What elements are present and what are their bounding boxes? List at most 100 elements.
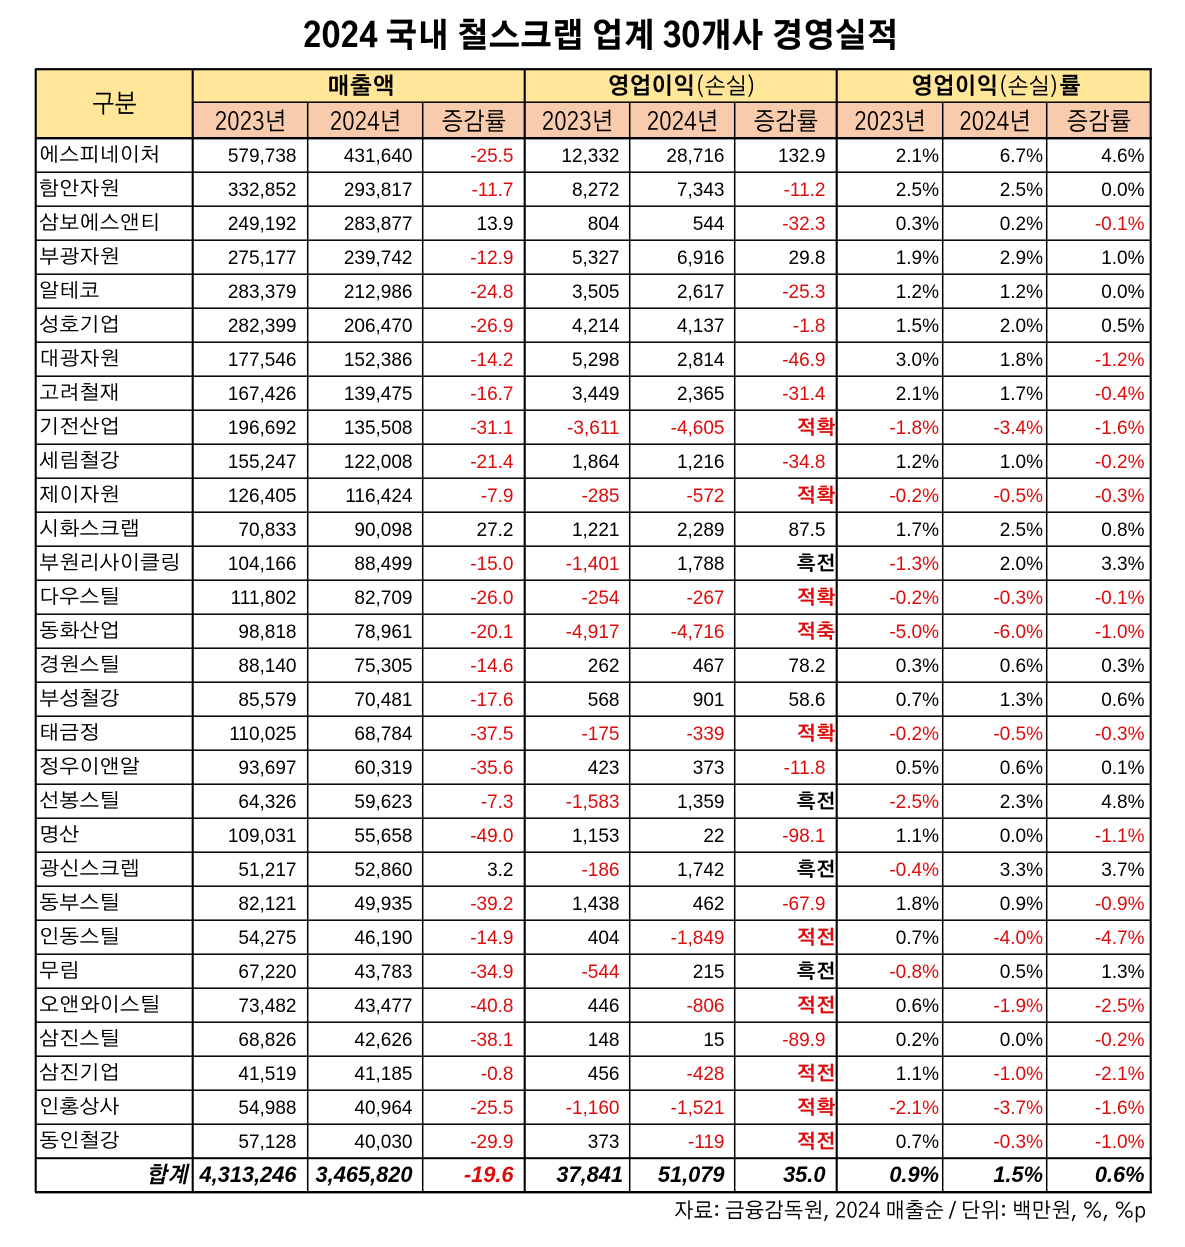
svg-text:0.0%: 0.0%	[1101, 180, 1144, 201]
svg-text:283,877: 283,877	[344, 214, 413, 235]
svg-text:-15.0: -15.0	[470, 554, 513, 575]
svg-text:-46.9: -46.9	[782, 350, 825, 371]
svg-text:1,438: 1,438	[572, 894, 620, 915]
svg-text:8,272: 8,272	[572, 180, 620, 201]
svg-text:73,482: 73,482	[238, 996, 296, 1017]
svg-text:104,166: 104,166	[228, 554, 297, 575]
svg-text:-35.6: -35.6	[470, 758, 513, 779]
svg-text:37,841: 37,841	[556, 1162, 623, 1187]
svg-text:87.5: 87.5	[789, 520, 826, 541]
svg-text:-4,605: -4,605	[671, 418, 725, 439]
svg-text:-16.7: -16.7	[470, 384, 513, 405]
svg-text:212,986: 212,986	[344, 282, 413, 303]
svg-text:1,788: 1,788	[677, 554, 725, 575]
svg-text:-12.9: -12.9	[470, 248, 513, 269]
svg-text:-1.0%: -1.0%	[993, 1064, 1043, 1085]
svg-text:-3,611: -3,611	[567, 418, 619, 439]
svg-text:55,658: 55,658	[354, 826, 412, 847]
svg-text:-1.8%: -1.8%	[889, 418, 939, 439]
svg-text:110,025: 110,025	[229, 724, 296, 745]
svg-text:7,343: 7,343	[677, 180, 725, 201]
svg-text:568: 568	[588, 690, 620, 711]
svg-text:-0.5%: -0.5%	[993, 724, 1043, 745]
svg-text:-1.0%: -1.0%	[1095, 622, 1145, 643]
svg-text:2,814: 2,814	[677, 350, 725, 371]
svg-text:116,424: 116,424	[345, 486, 413, 507]
svg-text:-0.2%: -0.2%	[889, 486, 939, 507]
svg-text:-25.5: -25.5	[470, 146, 513, 167]
svg-text:3,465,820: 3,465,820	[316, 1162, 413, 1187]
svg-text:57,128: 57,128	[238, 1132, 296, 1153]
svg-text:148: 148	[588, 1030, 620, 1051]
svg-text:6,916: 6,916	[677, 248, 725, 269]
svg-text:5,298: 5,298	[572, 350, 620, 371]
svg-text:446: 446	[588, 996, 620, 1017]
svg-text:-254: -254	[581, 588, 619, 609]
svg-text:0.6%: 0.6%	[1095, 1162, 1145, 1187]
svg-text:1.2%: 1.2%	[896, 452, 939, 473]
svg-text:0.8%: 0.8%	[1101, 520, 1144, 541]
svg-text:1.3%: 1.3%	[1101, 962, 1144, 983]
svg-text:35.0: 35.0	[783, 1162, 825, 1187]
svg-text:-7.3: -7.3	[481, 792, 514, 813]
svg-text:49,935: 49,935	[354, 894, 412, 915]
svg-text:12,332: 12,332	[561, 146, 619, 167]
svg-text:-49.0: -49.0	[470, 826, 513, 847]
svg-text:-572: -572	[686, 486, 724, 507]
svg-text:-40.8: -40.8	[470, 996, 513, 1017]
svg-text:-37.5: -37.5	[470, 724, 513, 745]
svg-text:2.3%: 2.3%	[1000, 792, 1043, 813]
svg-text:-14.6: -14.6	[470, 656, 513, 677]
svg-text:-544: -544	[581, 962, 619, 983]
svg-text:-19.6: -19.6	[464, 1162, 515, 1187]
svg-text:1.2%: 1.2%	[1000, 282, 1043, 303]
svg-text:-98.1: -98.1	[782, 826, 825, 847]
svg-text:-25.5: -25.5	[470, 1098, 513, 1119]
svg-text:13.9: 13.9	[477, 214, 514, 235]
svg-text:5,327: 5,327	[572, 248, 620, 269]
svg-text:135,508: 135,508	[344, 418, 413, 439]
svg-text:-0.2%: -0.2%	[1095, 1030, 1145, 1051]
svg-text:28,716: 28,716	[666, 146, 724, 167]
svg-text:-0.9%: -0.9%	[1095, 894, 1145, 915]
svg-text:40,030: 40,030	[354, 1132, 412, 1153]
svg-text:-31.1: -31.1	[470, 418, 513, 439]
svg-text:43,477: 43,477	[354, 996, 412, 1017]
svg-text:109,031: 109,031	[228, 826, 297, 847]
svg-text:177,546: 177,546	[228, 350, 297, 371]
svg-text:54,275: 54,275	[238, 928, 296, 949]
svg-text:-24.8: -24.8	[470, 282, 513, 303]
svg-text:-26.0: -26.0	[470, 588, 513, 609]
svg-text:467: 467	[693, 656, 725, 677]
svg-text:1.1%: 1.1%	[896, 826, 939, 847]
svg-text:88,499: 88,499	[354, 554, 412, 575]
svg-text:196,692: 196,692	[228, 418, 297, 439]
svg-text:0.6%: 0.6%	[1000, 656, 1043, 677]
svg-text:-1.2%: -1.2%	[1095, 350, 1145, 371]
svg-text:262: 262	[588, 656, 620, 677]
svg-text:1.8%: 1.8%	[1000, 350, 1043, 371]
svg-text:2.9%: 2.9%	[1000, 248, 1043, 269]
svg-text:3.3%: 3.3%	[1101, 554, 1144, 575]
svg-text:60,319: 60,319	[354, 758, 412, 779]
svg-text:283,379: 283,379	[228, 282, 297, 303]
svg-text:-0.8%: -0.8%	[889, 962, 939, 983]
svg-text:-0.1%: -0.1%	[1095, 214, 1145, 235]
svg-text:51,217: 51,217	[238, 860, 296, 881]
svg-text:-4,917: -4,917	[566, 622, 620, 643]
svg-text:4,313,246: 4,313,246	[199, 1162, 298, 1187]
svg-text:1,359: 1,359	[677, 792, 725, 813]
svg-text:0.9%: 0.9%	[1000, 894, 1043, 915]
svg-text:0.7%: 0.7%	[896, 690, 939, 711]
svg-text:1.8%: 1.8%	[896, 894, 939, 915]
svg-text:2,289: 2,289	[677, 520, 725, 541]
svg-text:-267: -267	[686, 588, 724, 609]
svg-text:-11.7: -11.7	[472, 180, 514, 201]
svg-text:293,817: 293,817	[344, 180, 413, 201]
svg-text:70,481: 70,481	[354, 690, 412, 711]
svg-text:-38.1: -38.1	[470, 1030, 513, 1051]
svg-text:-0.8: -0.8	[481, 1064, 514, 1085]
svg-text:1,216: 1,216	[677, 452, 725, 473]
svg-text:-2.1%: -2.1%	[1095, 1064, 1145, 1085]
svg-text:43,783: 43,783	[354, 962, 412, 983]
